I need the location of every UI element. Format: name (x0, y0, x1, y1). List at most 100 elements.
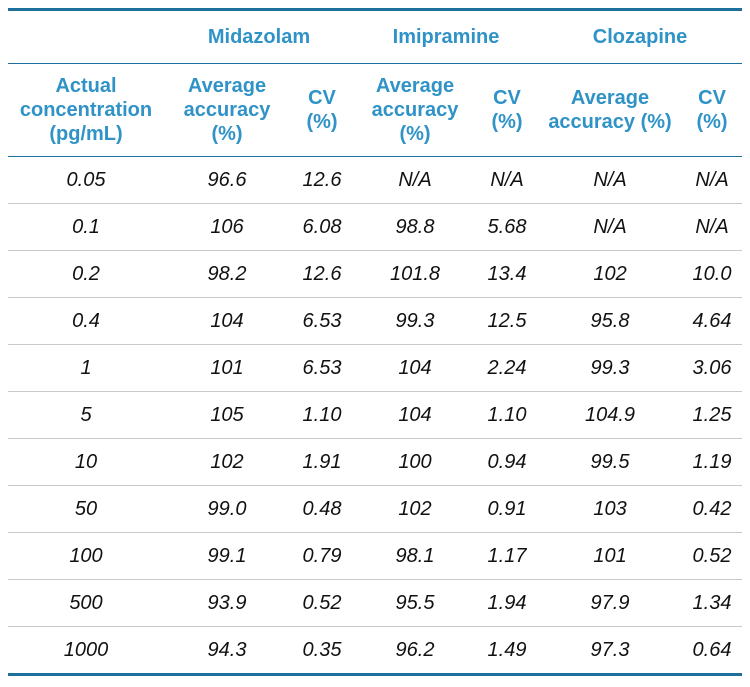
column-header-clozapine-cv: CV (%) (682, 63, 743, 157)
imipramine-cv-cell: 13.4 (476, 250, 539, 298)
imipramine-accuracy-cell: 96.2 (354, 626, 476, 676)
midazolam-accuracy-cell: 102 (164, 438, 290, 486)
imipramine-cv-cell: 2.24 (476, 344, 539, 392)
accuracy-table: Midazolam Imipramine Clozapine Actual con… (8, 8, 743, 676)
imipramine-accuracy-cell: 98.8 (354, 203, 476, 251)
table-row: 10 102 1.91 100 0.94 99.5 1.19 (8, 438, 743, 486)
imipramine-accuracy-cell: 104 (354, 391, 476, 439)
group-header-row: Midazolam Imipramine Clozapine (8, 8, 743, 64)
clozapine-cv-cell: 0.52 (682, 532, 743, 580)
table-row: 0.05 96.6 12.6 N/A N/A N/A N/A (8, 156, 743, 204)
column-header-actual-concentration: Actual concentration (pg/mL) (8, 63, 164, 157)
actual-concentration-cell: 50 (8, 485, 164, 533)
table-row: 1 101 6.53 104 2.24 99.3 3.06 (8, 344, 743, 392)
imipramine-cv-cell: 1.94 (476, 579, 539, 627)
clozapine-cv-cell: 0.64 (682, 626, 743, 676)
midazolam-accuracy-cell: 99.1 (164, 532, 290, 580)
column-header-row: Actual concentration (pg/mL) Average accura… (8, 63, 743, 157)
midazolam-accuracy-cell: 96.6 (164, 156, 290, 204)
clozapine-accuracy-cell: 97.9 (538, 579, 683, 627)
imipramine-accuracy-cell: 95.5 (354, 579, 476, 627)
midazolam-accuracy-cell: 98.2 (164, 250, 290, 298)
column-header-imipramine-cv: CV (%) (476, 63, 539, 157)
clozapine-accuracy-cell: N/A (538, 203, 683, 251)
imipramine-cv-cell: 5.68 (476, 203, 539, 251)
midazolam-accuracy-cell: 94.3 (164, 626, 290, 676)
clozapine-accuracy-cell: 103 (538, 485, 683, 533)
midazolam-cv-cell: 1.91 (290, 438, 354, 486)
imipramine-cv-cell: N/A (476, 156, 539, 204)
midazolam-accuracy-cell: 106 (164, 203, 290, 251)
imipramine-accuracy-cell: 99.3 (354, 297, 476, 345)
actual-concentration-cell: 0.4 (8, 297, 164, 345)
midazolam-accuracy-cell: 104 (164, 297, 290, 345)
group-header-midazolam: Midazolam (164, 8, 354, 64)
clozapine-accuracy-cell: 101 (538, 532, 683, 580)
clozapine-accuracy-cell: 104.9 (538, 391, 683, 439)
clozapine-cv-cell: 1.25 (682, 391, 743, 439)
midazolam-cv-cell: 6.53 (290, 297, 354, 345)
column-header-midazolam-accuracy: Average accuracy (%) (164, 63, 290, 157)
imipramine-accuracy-cell: 100 (354, 438, 476, 486)
table-row: 100 99.1 0.79 98.1 1.17 101 0.52 (8, 532, 743, 580)
group-header-imipramine: Imipramine (354, 8, 539, 64)
clozapine-cv-cell: N/A (682, 156, 743, 204)
clozapine-accuracy-cell: 95.8 (538, 297, 683, 345)
actual-concentration-cell: 1000 (8, 626, 164, 676)
table-row: 5 105 1.10 104 1.10 104.9 1.25 (8, 391, 743, 439)
midazolam-cv-cell: 12.6 (290, 250, 354, 298)
imipramine-accuracy-cell: 104 (354, 344, 476, 392)
actual-concentration-cell: 500 (8, 579, 164, 627)
imipramine-accuracy-cell: 98.1 (354, 532, 476, 580)
midazolam-cv-cell: 0.79 (290, 532, 354, 580)
clozapine-cv-cell: 3.06 (682, 344, 743, 392)
imipramine-cv-cell: 1.17 (476, 532, 539, 580)
imipramine-cv-cell: 1.10 (476, 391, 539, 439)
group-header-clozapine: Clozapine (538, 8, 743, 64)
midazolam-accuracy-cell: 99.0 (164, 485, 290, 533)
clozapine-accuracy-cell: 97.3 (538, 626, 683, 676)
imipramine-cv-cell: 0.91 (476, 485, 539, 533)
midazolam-cv-cell: 0.48 (290, 485, 354, 533)
column-header-clozapine-accuracy: Average accuracy (%) (538, 63, 683, 157)
imipramine-cv-cell: 0.94 (476, 438, 539, 486)
table-row: 500 93.9 0.52 95.5 1.94 97.9 1.34 (8, 579, 743, 627)
clozapine-cv-cell: 0.42 (682, 485, 743, 533)
imipramine-accuracy-cell: 101.8 (354, 250, 476, 298)
actual-concentration-cell: 0.1 (8, 203, 164, 251)
midazolam-accuracy-cell: 101 (164, 344, 290, 392)
table-row: 50 99.0 0.48 102 0.91 103 0.42 (8, 485, 743, 533)
midazolam-cv-cell: 1.10 (290, 391, 354, 439)
midazolam-cv-cell: 12.6 (290, 156, 354, 204)
clozapine-cv-cell: N/A (682, 203, 743, 251)
imipramine-cv-cell: 12.5 (476, 297, 539, 345)
actual-concentration-cell: 5 (8, 391, 164, 439)
column-header-midazolam-cv: CV (%) (290, 63, 354, 157)
table-body: 0.05 96.6 12.6 N/A N/A N/A N/A 0.1 106 6.08 98.8 5.… (8, 156, 743, 676)
imipramine-accuracy-cell: 102 (354, 485, 476, 533)
clozapine-accuracy-cell: 99.3 (538, 344, 683, 392)
imipramine-accuracy-cell: N/A (354, 156, 476, 204)
actual-concentration-cell: 0.05 (8, 156, 164, 204)
midazolam-cv-cell: 6.53 (290, 344, 354, 392)
actual-concentration-cell: 100 (8, 532, 164, 580)
actual-concentration-cell: 10 (8, 438, 164, 486)
midazolam-accuracy-cell: 93.9 (164, 579, 290, 627)
clozapine-cv-cell: 1.34 (682, 579, 743, 627)
imipramine-cv-cell: 1.49 (476, 626, 539, 676)
table-row: 0.2 98.2 12.6 101.8 13.4 102 10.0 (8, 250, 743, 298)
midazolam-cv-cell: 0.35 (290, 626, 354, 676)
actual-concentration-cell: 1 (8, 344, 164, 392)
clozapine-cv-cell: 4.64 (682, 297, 743, 345)
group-header-empty (8, 8, 164, 64)
clozapine-cv-cell: 10.0 (682, 250, 743, 298)
actual-concentration-cell: 0.2 (8, 250, 164, 298)
clozapine-accuracy-cell: 102 (538, 250, 683, 298)
midazolam-cv-cell: 0.52 (290, 579, 354, 627)
clozapine-accuracy-cell: N/A (538, 156, 683, 204)
midazolam-accuracy-cell: 105 (164, 391, 290, 439)
column-header-imipramine-accuracy: Average accuracy (%) (354, 63, 476, 157)
clozapine-cv-cell: 1.19 (682, 438, 743, 486)
table-row: 0.4 104 6.53 99.3 12.5 95.8 4.64 (8, 297, 743, 345)
